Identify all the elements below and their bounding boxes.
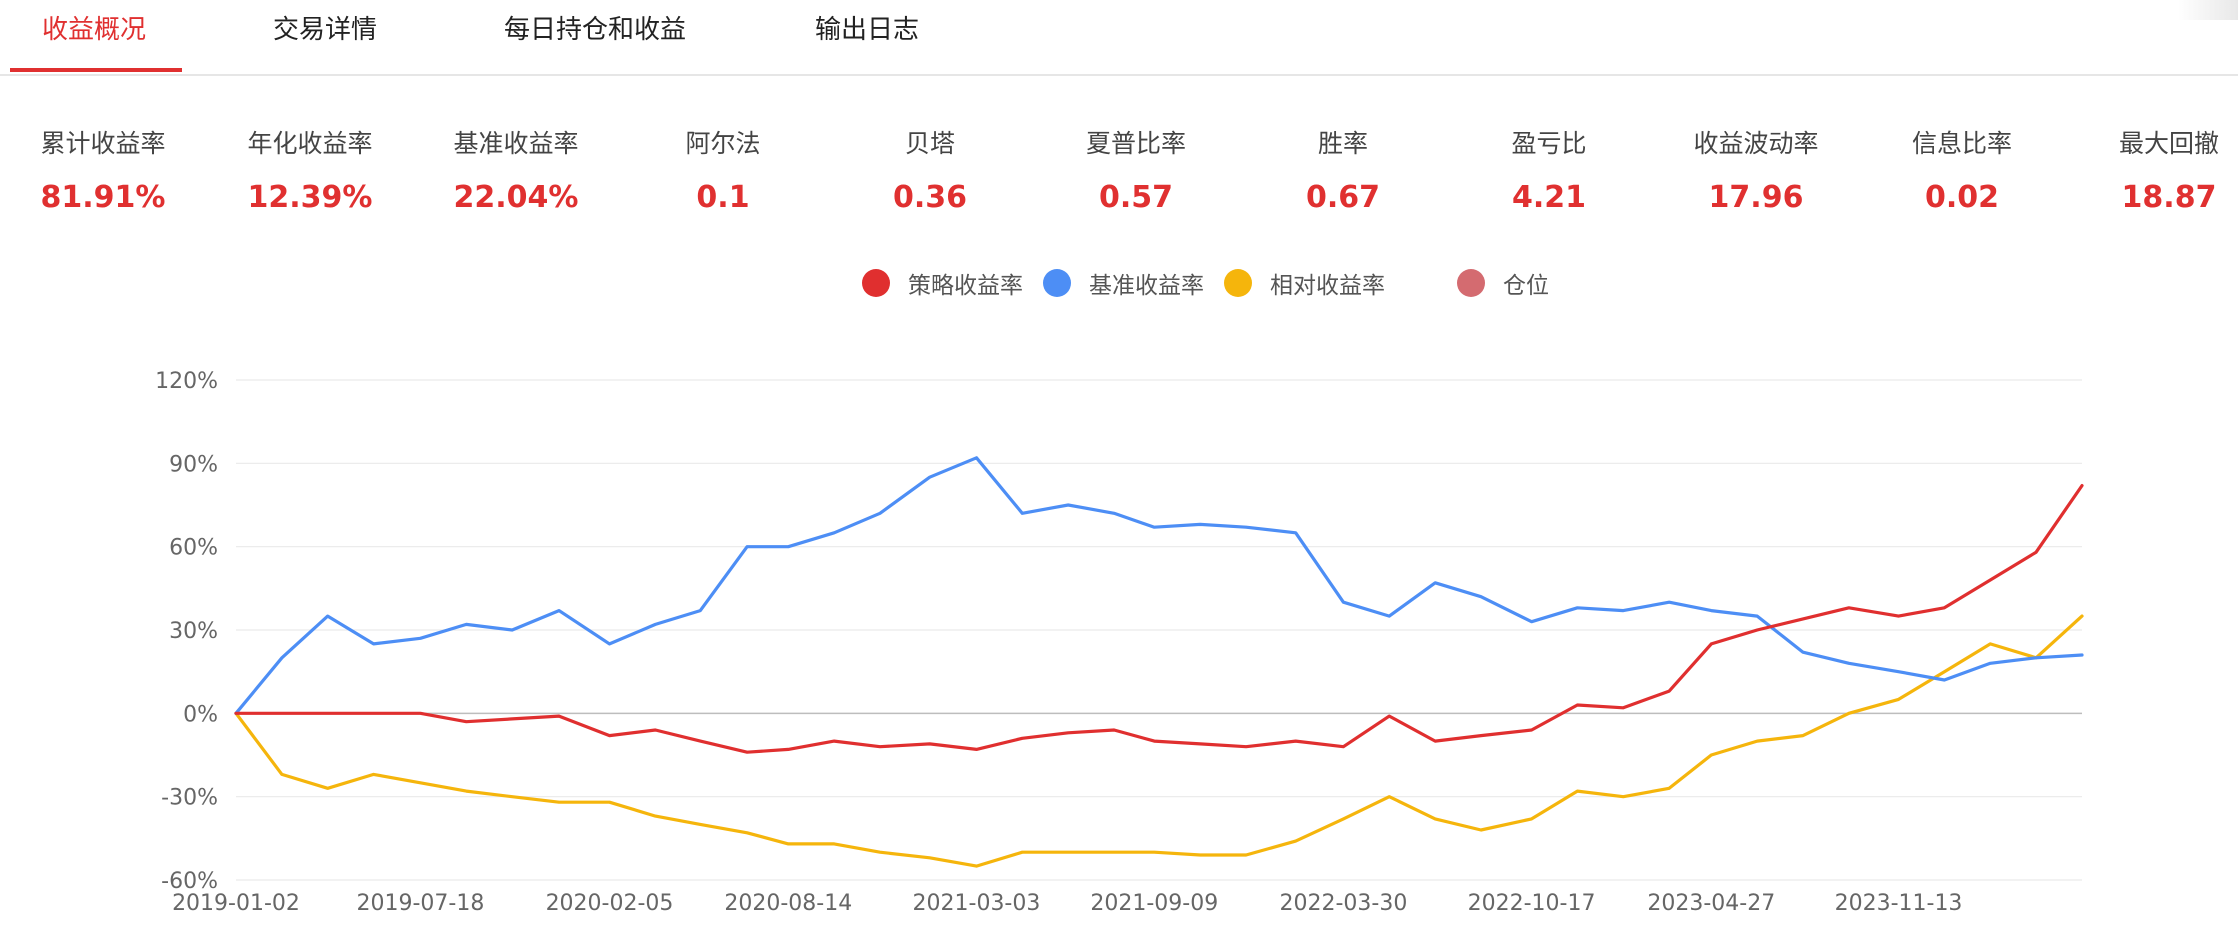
metric-value: 0.67 — [1305, 180, 1381, 215]
metric-value: 12.39% — [247, 180, 373, 215]
legend-label: 策略收益率 — [908, 273, 1023, 299]
metric-value: 18.87 — [2121, 180, 2217, 215]
x-tick-label: 2019-07-18 — [356, 891, 484, 916]
metric-label: 贝塔 — [904, 129, 955, 158]
x-tick-label: 2019-01-02 — [172, 891, 300, 916]
x-tick-label: 2022-10-17 — [1468, 891, 1596, 916]
metric-information-ratio: 信息比率 0.02 — [1862, 124, 2062, 220]
x-tick-label: 2021-03-03 — [913, 891, 1041, 916]
metric-alpha: 阿尔法 0.1 — [623, 124, 823, 220]
metric-label: 胜率 — [1317, 129, 1368, 158]
legend-relative[interactable]: 相对收益率 — [1224, 266, 1385, 300]
x-tick-label: 2022-03-30 — [1279, 891, 1407, 916]
y-tick-label: 30% — [169, 619, 218, 644]
x-tick-label: 2023-11-13 — [1835, 891, 1963, 916]
metric-label: 盈亏比 — [1511, 129, 1587, 158]
metric-value: 0.36 — [892, 180, 968, 215]
tab-trade-details[interactable]: 交易详情 — [273, 15, 378, 45]
active-tab-indicator — [10, 68, 182, 72]
x-tick-label: 2020-08-14 — [724, 891, 852, 916]
x-tick-label: 2021-09-09 — [1090, 891, 1218, 916]
tab-output-log[interactable]: 输出日志 — [815, 15, 920, 45]
metric-value: 22.04% — [453, 180, 579, 215]
legend-dot-position — [1457, 269, 1485, 297]
metric-value: 0.02 — [1924, 180, 2000, 215]
metric-benchmark-return: 基准收益率 22.04% — [416, 124, 616, 220]
returns-chart: 120% 90% 60% 30% 0% -30% -60% 2019-01-02 2019-0… — [155, 369, 2084, 916]
metric-label: 信息比率 — [1911, 129, 2012, 158]
metric-beta: 贝塔 0.36 — [830, 124, 1030, 220]
metric-label: 阿尔法 — [685, 129, 761, 158]
metric-value: 4.21 — [1511, 180, 1587, 215]
tab-bar: 收益概况 交易详情 每日持仓和收益 输出日志 — [0, 0, 2238, 76]
metric-label: 基准收益率 — [453, 129, 579, 158]
legend-label: 仓位 — [1503, 273, 1549, 299]
metric-label: 最大回撤 — [2118, 129, 2219, 158]
legend-position[interactable]: 仓位 — [1457, 266, 1549, 300]
legend-benchmark[interactable]: 基准收益率 — [1043, 266, 1204, 300]
metric-annualized-return: 年化收益率 12.39% — [210, 124, 410, 220]
legend-dot-strategy — [862, 269, 890, 297]
y-tick-label: -60% — [161, 869, 218, 894]
metric-label: 年化收益率 — [247, 129, 373, 158]
legend-dot-benchmark — [1043, 269, 1071, 297]
metric-label: 累计收益率 — [40, 129, 166, 158]
metric-sharpe: 夏普比率 0.57 — [1036, 124, 1236, 220]
metric-max-drawdown: 最大回撤 18.87 — [2069, 124, 2238, 220]
legend-strategy[interactable]: 策略收益率 — [862, 266, 1023, 300]
y-tick-label: -30% — [161, 786, 218, 811]
legend-label: 基准收益率 — [1089, 273, 1204, 299]
metric-label: 收益波动率 — [1693, 129, 1819, 158]
legend-dot-relative — [1224, 269, 1252, 297]
y-tick-label: 120% — [155, 369, 218, 394]
scroll-shadow — [2178, 0, 2238, 20]
y-tick-label: 60% — [169, 536, 218, 561]
legend-label: 相对收益率 — [1270, 273, 1385, 299]
x-tick-label: 2020-02-05 — [546, 891, 674, 916]
x-tick-label: 2023-04-27 — [1647, 891, 1775, 916]
tab-return-overview[interactable]: 收益概况 — [42, 15, 147, 45]
y-tick-label: 0% — [183, 702, 218, 727]
metric-value: 17.96 — [1708, 180, 1804, 215]
metric-cumulative-return: 累计收益率 81.91% — [3, 124, 203, 220]
metric-label: 夏普比率 — [1085, 129, 1186, 158]
benchmark-return-line — [234, 456, 2084, 715]
tab-daily-positions[interactable]: 每日持仓和收益 — [504, 15, 687, 45]
chart-legend: 策略收益率 基准收益率 相对收益率 仓位 — [862, 266, 1549, 300]
y-tick-label: 90% — [169, 452, 218, 477]
metric-value: 0.1 — [696, 180, 750, 215]
metric-volatility: 收益波动率 17.96 — [1656, 124, 1856, 220]
metric-value: 81.91% — [40, 180, 166, 215]
metric-value: 0.57 — [1098, 180, 1174, 215]
strategy-return-line — [234, 484, 2084, 754]
relative-return-line — [234, 614, 2084, 868]
metric-profit-loss-ratio: 盈亏比 4.21 — [1449, 124, 1649, 220]
metric-win-rate: 胜率 0.67 — [1243, 124, 1443, 220]
